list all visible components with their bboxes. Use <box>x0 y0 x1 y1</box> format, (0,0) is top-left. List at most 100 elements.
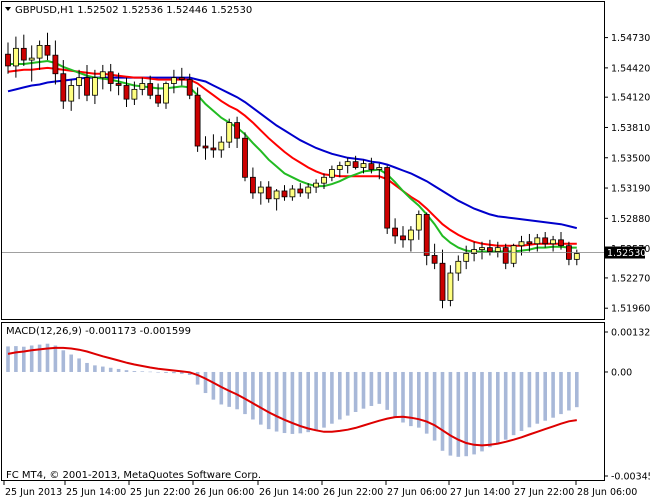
time-tick-label: 26 Jun 06:00 <box>194 487 254 498</box>
price-tick-label: 1.53190 <box>611 184 650 195</box>
candle-body <box>170 77 177 84</box>
macd-histogram-bar <box>432 371 437 441</box>
macd-histogram-bar <box>187 371 192 375</box>
candle-body <box>273 190 280 200</box>
candle-body <box>115 83 122 86</box>
candle-body <box>376 167 383 170</box>
candle-body <box>486 247 493 252</box>
candle-body <box>12 47 19 67</box>
macd-pane-frame <box>1 322 605 481</box>
macd-histogram-bar <box>29 345 34 372</box>
macd-histogram-bar <box>37 344 42 372</box>
macd-histogram-bar <box>322 371 326 428</box>
macd-histogram-bar <box>172 371 176 374</box>
macd-histogram-bar <box>140 371 145 372</box>
candle-body <box>28 57 35 61</box>
time-tick-label: 25 Jun 22:00 <box>130 487 190 498</box>
macd-histogram-bar <box>385 371 389 410</box>
candle-body <box>336 165 343 170</box>
macd-histogram-bar <box>116 368 121 372</box>
macd-histogram-bar <box>211 371 216 400</box>
candle-body <box>518 241 525 247</box>
candle-body <box>352 161 359 168</box>
candle-body <box>249 176 256 194</box>
candle-body <box>186 79 193 96</box>
macd-histogram-bar <box>345 371 350 416</box>
macd-histogram-bar <box>306 371 310 433</box>
macd-histogram-bar <box>393 371 397 418</box>
time-tick-label: 25 Jun 14:00 <box>66 487 126 498</box>
candle-body <box>321 176 327 184</box>
candle-body <box>360 163 367 168</box>
price-chart-title: GBPUSD,H1 1.52502 1.52536 1.52446 1.5253… <box>15 5 252 16</box>
macd-histogram-bar <box>464 371 468 457</box>
candle-body <box>407 229 414 241</box>
macd-histogram-bar <box>567 371 571 411</box>
macd-axis: 0.001329 0.00 -0.003458 <box>604 328 650 483</box>
macd-histogram-bar <box>472 371 476 455</box>
candle-body <box>147 83 154 96</box>
candle-body <box>281 190 288 198</box>
price-tick-label: 1.52570 <box>611 244 650 255</box>
macd-histogram-bar <box>93 365 97 372</box>
candle-body <box>60 73 67 102</box>
macd-histogram-bar <box>101 366 105 372</box>
macd-histogram-bar <box>338 371 342 420</box>
current-price-label: 1.52530 <box>607 248 646 259</box>
candle-body <box>52 54 59 75</box>
candle-body <box>502 247 509 264</box>
candle-body <box>542 237 549 245</box>
macd-histogram-bar <box>259 371 263 425</box>
candle-body <box>526 241 533 245</box>
candle-body <box>431 255 438 264</box>
candle-body <box>550 239 556 245</box>
time-tick-label: 27 Jun 14:00 <box>450 487 510 498</box>
macd-histogram-bar <box>377 371 382 404</box>
dropdown-triangle-icon[interactable] <box>5 7 11 11</box>
candle-body <box>139 83 146 90</box>
macd-histogram-bar <box>156 371 160 373</box>
macd-histogram-bar <box>227 371 231 407</box>
candle-body <box>20 47 27 61</box>
macd-histogram-bar <box>330 371 334 424</box>
candle-body <box>534 237 541 245</box>
candle-body <box>163 83 169 104</box>
macd-histogram-bar <box>45 343 50 372</box>
price-pane-frame <box>1 1 605 320</box>
symbol-header[interactable]: GBPUSD,H1 1.52502 1.52536 1.52446 1.5253… <box>5 5 252 16</box>
candle-body <box>400 235 406 241</box>
candle-body <box>471 249 478 254</box>
macd-tick-label: -0.003458 <box>611 472 650 483</box>
macd-histogram-bar <box>274 371 279 432</box>
candle-body <box>234 122 241 139</box>
macd-histogram-bar <box>85 362 89 372</box>
macd-histogram-bar <box>124 370 129 372</box>
macd-tick-label: 0.00 <box>611 367 632 378</box>
macd-histogram-bar <box>543 371 547 421</box>
candle-body <box>36 45 43 59</box>
candle-body <box>178 77 185 80</box>
macd-histogram-bar <box>314 371 318 431</box>
candle-body <box>447 272 454 301</box>
macd-histogram-bar <box>511 371 516 436</box>
candle-body <box>194 94 201 147</box>
macd-histogram-bar <box>559 371 563 415</box>
candle-body <box>226 122 233 143</box>
macd-histogram-bar <box>440 371 445 451</box>
macd-histogram-bar <box>235 371 239 410</box>
price-tick-label: 1.53810 <box>611 123 650 134</box>
time-tick-label: 26 Jun 14:00 <box>259 487 319 498</box>
time-tick-label: 25 Jun 2013 <box>5 487 62 498</box>
time-tick-label: 26 Jun 22:00 <box>323 487 383 498</box>
price-tick-label: 1.52270 <box>611 273 650 284</box>
candle-body <box>76 77 82 86</box>
candle-body <box>5 53 11 67</box>
candle-body <box>265 186 272 200</box>
candle-body <box>92 77 98 96</box>
candle-body <box>305 186 312 194</box>
candle-body <box>344 161 351 166</box>
time-tick-label: 27 Jun 22:00 <box>514 487 574 498</box>
macd-histogram-bar <box>519 371 524 431</box>
macd-histogram-bar <box>480 371 484 452</box>
